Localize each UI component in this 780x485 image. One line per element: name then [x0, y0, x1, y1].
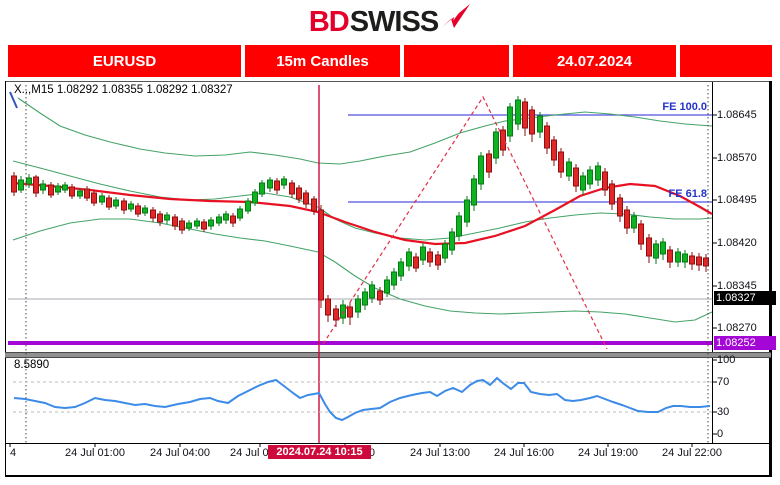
price-axis-label: 1.08570: [717, 152, 757, 164]
chart-border-right: [769, 81, 772, 477]
price-axis-label: 1.08270: [717, 322, 757, 334]
brand-logo-swiss: SWISS: [349, 5, 439, 38]
rsi-axis-label: 0: [717, 428, 724, 440]
brand-logo: BD SWISS: [0, 2, 780, 42]
time-axis-label: 24 Jul 19:00: [578, 447, 638, 459]
fib-618-label: FE 61.8: [668, 188, 707, 200]
crosshair-time-box: 2024.07.24 10:15: [268, 445, 371, 459]
ohlc-info-text: X..,M15 1.08292 1.08355 1.08292 1.08327: [14, 84, 233, 96]
chart-border-bottom: [5, 475, 771, 477]
time-axis-label: 24 Jul 16:00: [494, 447, 554, 459]
empty-cell: [404, 45, 509, 77]
price-axis-label: 1.08645: [717, 109, 757, 121]
rsi-line: [13, 376, 711, 422]
brand-arrow-icon: [441, 3, 471, 34]
date-cell: 24.07.2024: [513, 45, 676, 77]
symbol-cell: EURUSD: [8, 45, 241, 77]
fib-100-label: FE 100.0: [662, 101, 707, 113]
chart-border-left: [5, 81, 6, 477]
level-price-box: 1.08252: [714, 336, 776, 350]
bollinger-lower: [12, 218, 713, 323]
time-axis-label: 24 Jul 04:00: [150, 447, 210, 459]
rsi-axis-label: 100: [717, 354, 736, 366]
rsi-axis-label: 70: [717, 376, 730, 388]
empty-cell: [680, 45, 772, 77]
blue-drawing-mark: [9, 91, 18, 109]
time-axis-label: 24 Jul 01:00: [65, 447, 125, 459]
red-moving-average: [12, 181, 713, 246]
candles-group: [11, 96, 709, 327]
price-axis-label: 1.08345: [717, 280, 757, 292]
brand-logo-bd: BD: [308, 5, 350, 38]
chart-border-top: [5, 81, 771, 82]
fib-expansion-zigzag: [322, 95, 608, 350]
time-axis-label: 4: [10, 447, 17, 459]
title-bar: EURUSD 15m Candles 24.07.2024: [8, 45, 772, 77]
bollinger-upper: [17, 97, 713, 165]
indicator-value-text: 8.5890: [14, 359, 50, 371]
bid-price-box: 1.08327: [714, 291, 776, 305]
rsi-axis-label: 30: [717, 406, 730, 418]
pane-splitter[interactable]: [5, 352, 771, 358]
price-axis-separator: [712, 82, 713, 443]
timeframe-cell: 15m Candles: [245, 45, 400, 77]
price-axis-label: 1.08420: [717, 237, 757, 249]
time-axis-line: [5, 443, 771, 444]
price-axis-label: 1.08495: [717, 194, 757, 206]
time-axis-label: 24 Jul 22:00: [662, 447, 722, 459]
time-axis-label: 24 Jul 13:00: [410, 447, 470, 459]
